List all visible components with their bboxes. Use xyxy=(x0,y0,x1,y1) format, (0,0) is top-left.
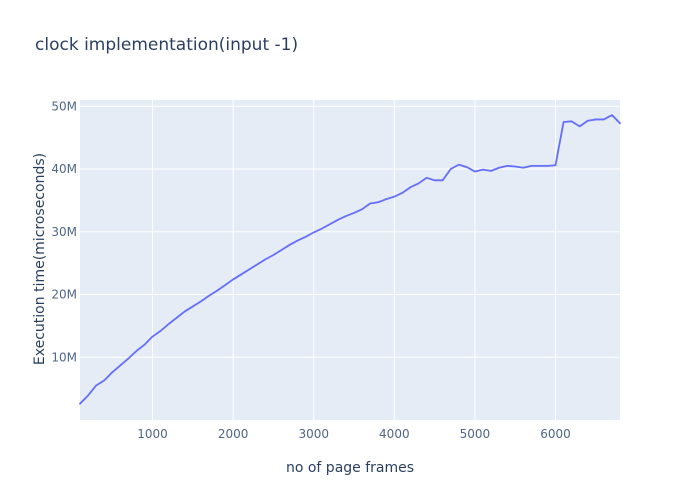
y-tick-label: 20M xyxy=(51,288,77,302)
x-tick-label: 3000 xyxy=(298,427,329,441)
y-axis-label: Execution time(microseconds) xyxy=(32,153,48,365)
plot-background xyxy=(80,100,620,420)
y-tick-label: 40M xyxy=(51,162,77,176)
y-tick-label: 50M xyxy=(51,99,77,113)
plot-area: 1000 2000 3000 4000 5000 6000 10M 20M 30M 40M 50M xyxy=(51,99,621,441)
x-tick-label: 2000 xyxy=(218,427,249,441)
series-line xyxy=(79,114,621,405)
x-tick-label: 1000 xyxy=(137,427,168,441)
x-tick-label: 5000 xyxy=(460,427,491,441)
chart-title: clock implementation(input -1) xyxy=(35,35,298,55)
x-tick-label: 6000 xyxy=(540,427,571,441)
y-tick-label: 30M xyxy=(51,225,77,239)
y-tick-label: 10M xyxy=(51,350,77,364)
x-axis-label: no of page frames xyxy=(286,460,414,476)
x-tick-label: 4000 xyxy=(379,427,410,441)
